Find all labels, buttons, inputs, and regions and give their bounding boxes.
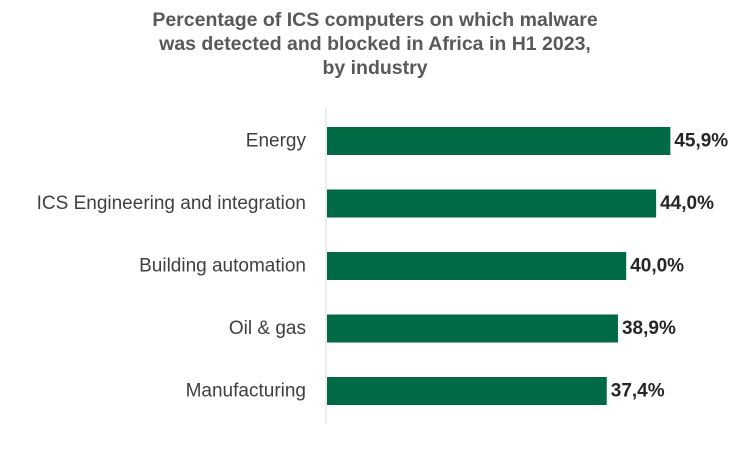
chart-title-line-1: Percentage of ICS computers on which mal… — [152, 9, 598, 31]
bar — [327, 314, 618, 343]
category-label: Building automation — [139, 256, 306, 277]
bar — [327, 189, 657, 218]
data-label: 38,9% — [622, 318, 676, 339]
data-label: 37,4% — [611, 381, 665, 402]
bar — [327, 252, 627, 280]
bar — [327, 127, 671, 155]
category-label: Energy — [246, 131, 307, 152]
bar — [327, 377, 607, 405]
chart-title-line-3: by industry — [322, 57, 428, 79]
category-label: Oil & gas — [229, 318, 306, 339]
chart-title-line-2: was detected and blocked in Africa in H1… — [159, 33, 591, 55]
data-label: 44,0% — [660, 193, 714, 214]
category-label: ICS Engineering and integration — [37, 193, 306, 214]
data-label: 45,9% — [674, 131, 728, 152]
chart-title: Percentage of ICS computers on which mal… — [0, 8, 750, 80]
data-label: 40,0% — [630, 256, 684, 277]
category-label: Manufacturing — [186, 381, 306, 402]
